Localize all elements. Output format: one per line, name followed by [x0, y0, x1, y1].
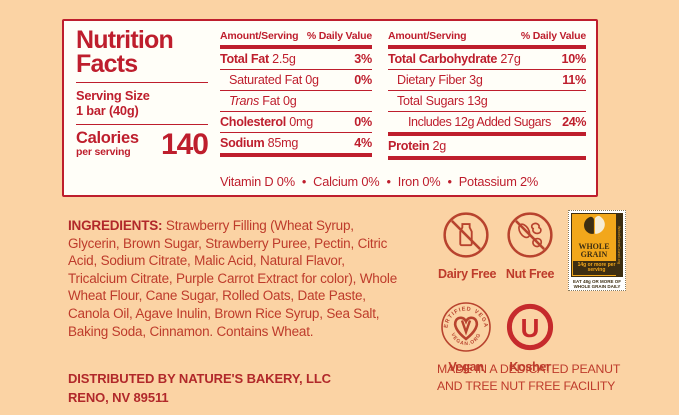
ingredients-paragraph: INGREDIENTS: Strawberry Filling (Wheat S… — [68, 217, 398, 340]
nutrient-row-cholesterol: Cholesterol 0mg 0% — [220, 112, 372, 133]
divider — [76, 82, 208, 83]
nut-free-label: Nut Free — [505, 267, 555, 281]
kosher-badge: U Kosher — [502, 301, 558, 374]
header-amount-serving: Amount/Serving — [220, 30, 299, 42]
nutrient-dv: 0% — [354, 73, 372, 87]
nutrient-row-total-fat: Total Fat 2.5g 3% — [220, 49, 372, 70]
serving-size-value: 1 bar (40g) — [76, 103, 139, 118]
divider — [76, 124, 208, 125]
badge-row-top: Dairy Free Nut Free — [438, 210, 633, 291]
column-header: Amount/Serving % Daily Value — [388, 28, 586, 45]
wheat-sheaf-icon — [584, 215, 605, 235]
ingredients-text: Strawberry Filling (Wheat Syrup, Glyceri… — [68, 218, 398, 339]
thick-rule — [220, 153, 372, 157]
dairy-free-label: Dairy Free — [438, 267, 497, 281]
nutrient-row-total-carbohydrate: Total Carbohydrate 27g 10% — [388, 49, 586, 70]
kosher-u-symbol: U — [521, 312, 540, 342]
header-amount-serving: Amount/Serving — [388, 30, 467, 42]
badge-row-bottom: CERTIFIED VEGAN VEGAN.ORG Vegan U Kosher — [437, 297, 633, 374]
distributor-line1: DISTRIBUTED BY NATURE'S BAKERY, LLC — [68, 371, 331, 386]
calories-row: Calories per serving 140 — [76, 128, 209, 161]
nutrient-columns: Amount/Serving % Daily Value Total Fat 2… — [220, 28, 586, 169]
nutrient-column-fat: Amount/Serving % Daily Value Total Fat 2… — [220, 28, 372, 169]
nut-free-badge: Nut Free — [502, 210, 558, 281]
panel-left-section: Nutrition Facts Serving Size 1 bar (40g)… — [76, 26, 209, 189]
nutrient-dv: 3% — [354, 52, 372, 66]
bullet-separator: • — [447, 174, 452, 189]
thick-rule — [220, 45, 372, 49]
nutrient-tables: Amount/Serving % Daily Value Total Fat 2… — [220, 28, 586, 189]
nutrient-amount: 27g — [500, 52, 521, 66]
micronutrients-line: Vitamin D 0% • Calcium 0% • Iron 0% • Po… — [220, 169, 586, 189]
nut-free-icon — [507, 212, 553, 258]
whole-grain-stamp-inner: WHOLE GRAIN 14g or more per serving Whol… — [571, 213, 623, 277]
whole-grain-footnote: EAT 48g OR MORE OF WHOLE GRAIN DAILY — [573, 278, 621, 289]
nutrient-row-protein: Protein 2g — [388, 136, 586, 156]
certified-vegan-seal: CERTIFIED VEGAN VEGAN.ORG — [437, 297, 491, 352]
kosher-ou-icon: U — [506, 303, 554, 350]
thick-rule — [388, 45, 586, 49]
thick-rule — [388, 132, 586, 136]
nutrient-dv: 11% — [562, 73, 586, 87]
vegan-label: Vegan — [448, 359, 484, 374]
nutrient-amount: Includes 12g Added Sugars — [408, 115, 551, 129]
distributor-line2: RENO, NV 89511 — [68, 390, 169, 405]
nutrient-row-saturated-fat: Saturated Fat 0g 0% — [220, 70, 372, 91]
whole-grain-side-text: WholeGrainsCouncil.org — [616, 214, 622, 276]
whole-grain-serving: 14g or more per serving — [573, 261, 620, 275]
nutrient-row-sodium: Sodium 85mg 4% — [220, 133, 372, 153]
nutrient-amount: 2.5g — [272, 52, 296, 66]
header-daily-value: % Daily Value — [306, 30, 372, 42]
whole-grain-title: WHOLE GRAIN — [578, 242, 610, 259]
whole-grain-stamp: WHOLE GRAIN 14g or more per serving Whol… — [568, 210, 626, 291]
calories-subline: per serving — [76, 146, 131, 158]
serving-size-label: Serving Size — [76, 88, 150, 103]
dairy-free-icon — [443, 212, 489, 258]
bullet-separator: • — [386, 174, 391, 189]
nutrient-name: Cholesterol — [220, 115, 286, 129]
nutrient-dv: 24% — [562, 115, 586, 129]
nutrient-name: Total Fat — [220, 52, 269, 66]
nutrient-dv: 0% — [354, 115, 372, 129]
nutrient-row-added-sugars: Includes 12g Added Sugars 24% — [388, 112, 586, 132]
vegan-badge: CERTIFIED VEGAN VEGAN.ORG Vegan — [437, 297, 494, 374]
ingredients-label: INGREDIENTS: — [68, 218, 163, 233]
nutrient-name: Sodium — [220, 136, 265, 150]
nutrient-name: Protein — [388, 139, 430, 153]
column-header: Amount/Serving % Daily Value — [220, 28, 372, 45]
kosher-label: Kosher — [509, 359, 551, 374]
thick-rule — [388, 156, 586, 160]
nutrient-name: Total Carbohydrate — [388, 52, 498, 66]
nutrient-amount: 85mg — [267, 136, 299, 150]
nutrient-column-carb: Amount/Serving % Daily Value Total Carbo… — [388, 28, 586, 169]
nutrient-amount: Fat 0g — [262, 94, 297, 108]
nutrient-row-trans-fat: Trans Fat 0g — [220, 91, 372, 112]
facility-note: MADE IN A DEDICATED PEANUT AND TREE NUT … — [437, 362, 620, 393]
nutrient-dv: 10% — [561, 52, 587, 66]
certification-badges: Dairy Free Nut Free — [437, 210, 633, 374]
panel-title: Nutrition Facts — [76, 26, 174, 78]
bullet-separator: • — [301, 174, 307, 189]
calories-label: Calories — [76, 129, 139, 147]
nutrient-amount: Total Sugars 13g — [397, 94, 488, 108]
potassium-value: Potassium 2% — [458, 174, 539, 189]
calories-label-block: Calories per serving — [76, 129, 139, 158]
calcium-value: Calcium 0% — [313, 174, 380, 189]
iron-value: Iron 0% — [397, 174, 441, 189]
nutrient-amount: 0mg — [289, 115, 313, 129]
dairy-free-badge: Dairy Free — [438, 210, 497, 281]
nutrient-row-dietary-fiber: Dietary Fiber 3g 11% — [388, 70, 586, 91]
distributor-block: DISTRIBUTED BY NATURE'S BAKERY, LLC RENO… — [68, 369, 331, 407]
nutrient-name: Trans — [229, 94, 260, 108]
header-daily-value: % Daily Value — [520, 30, 586, 42]
nutrient-dv: 4% — [354, 136, 372, 150]
nutrition-facts-panel: Nutrition Facts Serving Size 1 bar (40g)… — [62, 19, 598, 197]
vitamin-d-value: Vitamin D 0% — [220, 174, 295, 189]
nutrient-row-total-sugars: Total Sugars 13g — [388, 91, 586, 112]
calories-value: 140 — [160, 128, 209, 161]
nutrient-amount: 2g — [432, 139, 447, 153]
nutrient-amount: Dietary Fiber 3g — [397, 73, 483, 87]
nutrient-amount: Saturated Fat 0g — [229, 73, 319, 87]
